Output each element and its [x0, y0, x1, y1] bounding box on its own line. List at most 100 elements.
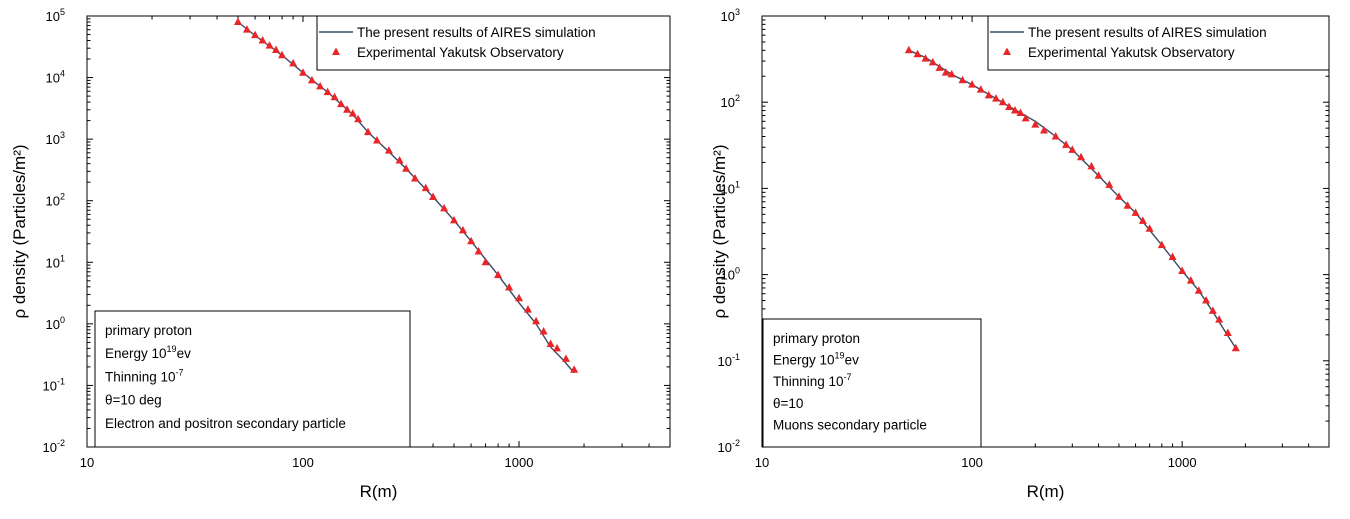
data-point [1202, 296, 1211, 304]
y-tick-label: 10-2 [43, 438, 65, 455]
x-tick-label: 1000 [505, 455, 534, 470]
data-point [440, 203, 449, 212]
data-point [330, 92, 339, 101]
data-point [998, 97, 1007, 106]
annotation-line: Electron and positron secondary particle [105, 416, 346, 431]
legend: The present results of AIRES simulation E… [987, 15, 1330, 71]
data-point [523, 305, 532, 313]
legend-label: Experimental Yakutsk Observatory [357, 45, 564, 60]
x-axis-label: R(m) [1027, 482, 1065, 501]
data-point [467, 236, 476, 245]
x-tick-label: 10 [755, 455, 769, 470]
legend-triangle-swatch [1003, 47, 1011, 55]
y-tick-label: 10-1 [718, 352, 740, 369]
y-tick-label: 10-2 [718, 438, 740, 455]
legend-triangle-swatch [332, 47, 340, 55]
data-point [1178, 266, 1187, 275]
data-point [539, 327, 548, 335]
data-point [1087, 161, 1096, 170]
data-point [1123, 201, 1132, 209]
y-tick-label: 104 [46, 69, 65, 86]
data-point [395, 155, 404, 164]
data-point [1021, 113, 1030, 122]
data-point [1223, 328, 1232, 337]
data-point [913, 49, 922, 58]
legend: The present results of AIRES simulation E… [316, 15, 671, 71]
x-axis-label: R(m) [360, 482, 398, 501]
chart-panel-1: 10 100 1000 10-2 10-1 100 101 102 103 104 105 R(m) ρ… [10, 7, 671, 501]
data-point [494, 270, 503, 279]
y-tick-label: 105 [46, 7, 65, 24]
data-point [316, 81, 325, 90]
y-tick-label: 103 [721, 7, 740, 24]
data-point [1231, 343, 1240, 352]
data-point [935, 63, 944, 71]
data-point [921, 54, 930, 62]
annotation-line: Thinning 10-7 [773, 372, 852, 389]
legend-label: The present results of AIRES simulation [357, 25, 596, 40]
data-point [299, 68, 308, 76]
data-point [458, 225, 467, 234]
annotation-line: primary proton [105, 323, 192, 338]
data-point [1168, 252, 1177, 261]
data-point [505, 282, 514, 291]
y-axis-label: ρ density (Particles/m²) [710, 144, 729, 318]
annotation-frame [94, 310, 411, 448]
data-point [323, 87, 332, 96]
data-point [1215, 315, 1224, 323]
x-tick-label: 10 [80, 455, 94, 470]
series-line [908, 49, 1237, 349]
annotation-frame [762, 318, 982, 448]
annotation-box: primary proton Energy 1019ev Thinning 10-7… [94, 310, 411, 448]
data-point [1068, 145, 1077, 153]
y-tick-label: 100 [46, 315, 65, 332]
data-point [1114, 192, 1123, 200]
annotation-line: primary proton [773, 331, 860, 346]
annotation-line: θ=10 [773, 396, 803, 411]
y-tick-label: 102 [721, 93, 740, 110]
y-tick-label: 101 [721, 179, 740, 196]
data-point [1145, 224, 1154, 232]
annotation-line: Muons secondary particle [773, 417, 927, 432]
data-point [958, 75, 967, 84]
data-point [1051, 132, 1060, 140]
data-point [1131, 208, 1140, 216]
data-point [289, 58, 298, 67]
data-point [421, 183, 430, 192]
data-point [553, 343, 562, 352]
data-point [348, 109, 357, 117]
data-point [968, 80, 977, 88]
data-point [258, 36, 267, 44]
data-point [384, 146, 393, 154]
series-2 [904, 45, 1240, 352]
x-tick-label: 1000 [1168, 455, 1197, 470]
legend-label: Experimental Yakutsk Observatory [1028, 45, 1235, 60]
chart-panel-2: 10 100 1000 10-2 10-1 100 101 102 103 R(m) ρ densi… [710, 7, 1330, 501]
data-point [1194, 286, 1203, 294]
data-point [372, 136, 381, 144]
legend-box [316, 15, 671, 71]
annotation-box: primary proton Energy 1019ev Thinning 10-7… [762, 318, 982, 448]
annotation-line: Energy 1019ev [773, 351, 859, 368]
data-point [1040, 125, 1049, 134]
data-point [411, 173, 420, 182]
data-point [561, 354, 570, 362]
data-point [546, 339, 555, 348]
data-point [904, 45, 913, 54]
y-tick-label: 103 [46, 130, 65, 147]
annotation-line: Thinning 10-7 [105, 367, 184, 384]
data-point [1010, 106, 1019, 114]
data-point [354, 114, 363, 123]
data-point [1016, 108, 1025, 116]
x-tick-label: 100 [961, 455, 983, 470]
data-point [278, 50, 287, 59]
y-tick-label: 101 [46, 253, 65, 270]
data-point [307, 75, 316, 84]
data-point [233, 17, 242, 25]
data-point [1105, 180, 1114, 188]
data-point [429, 192, 438, 200]
series-line [237, 21, 575, 374]
data-point [481, 257, 490, 266]
data-point [1186, 276, 1195, 284]
